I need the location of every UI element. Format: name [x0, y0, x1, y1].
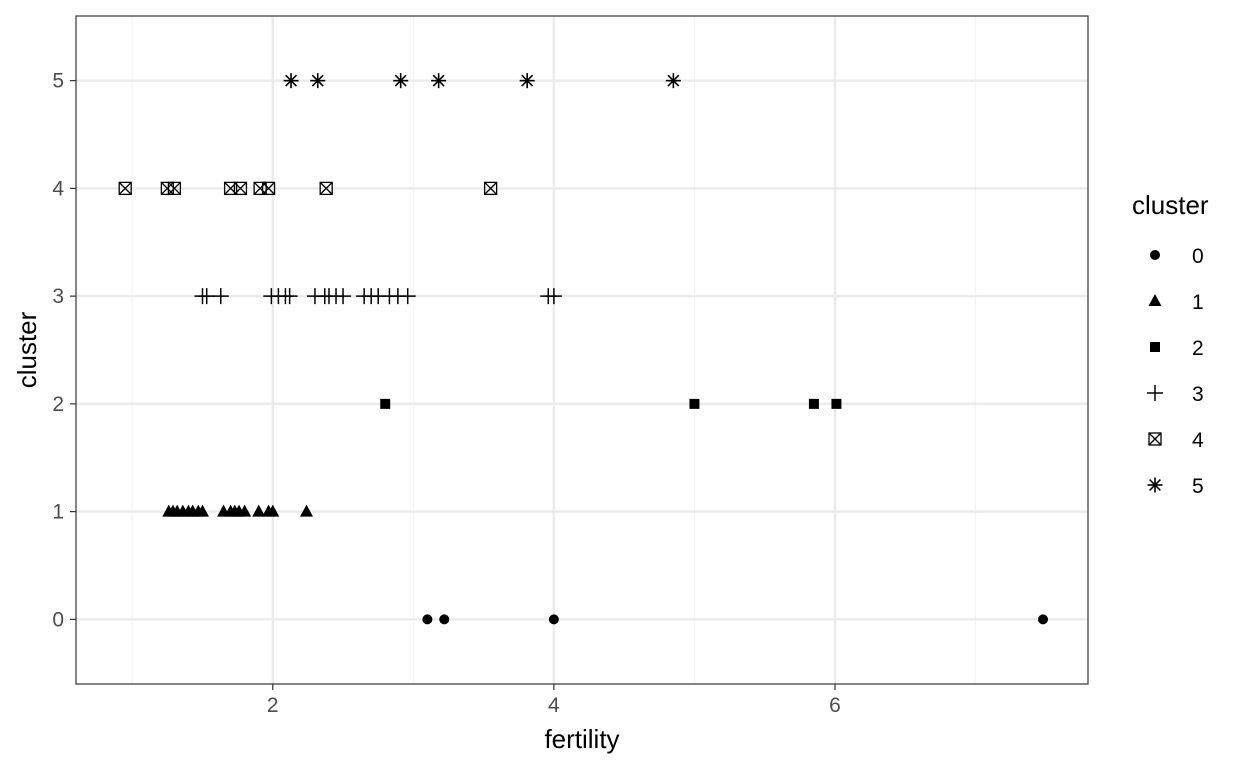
data-point-cluster-3	[545, 288, 562, 305]
data-point-cluster-4	[319, 181, 333, 196]
y-tick-label: 5	[52, 70, 64, 93]
y-tick-label: 3	[52, 285, 64, 308]
legend-label: 4	[1192, 429, 1204, 452]
y-axis-ticks: 0 1 2 3 4 5	[52, 70, 76, 631]
legend-key-3	[1147, 385, 1163, 401]
legend-label: 0	[1192, 245, 1204, 268]
legend-key-0	[1150, 250, 1160, 260]
data-point-cluster-3	[399, 288, 416, 305]
legend-label: 1	[1192, 291, 1204, 314]
y-tick-label: 0	[52, 608, 64, 631]
x-tick-label: 4	[548, 694, 560, 717]
data-point-cluster-3	[281, 288, 298, 305]
legend-key-1	[1148, 294, 1162, 306]
panel-background	[76, 16, 1088, 684]
x-tick-label: 6	[829, 694, 841, 717]
data-point-cluster-1	[252, 504, 266, 517]
x-tick-label: 2	[267, 694, 279, 717]
x-axis-title: fertility	[544, 724, 619, 754]
panel-border	[75, 15, 1089, 685]
data-point-cluster-5	[519, 73, 535, 89]
data-point-cluster-5	[310, 73, 326, 89]
minor-grid	[131, 16, 977, 684]
legend-label: 3	[1192, 383, 1204, 406]
y-axis-title: cluster	[12, 311, 42, 388]
legend-label: 5	[1192, 475, 1204, 498]
y-tick-label: 1	[52, 501, 64, 524]
data-point-cluster-4	[118, 181, 132, 196]
data-point-cluster-0	[439, 614, 450, 625]
legend: cluster 0 1 2 3 4 5	[1132, 190, 1209, 498]
data-point-cluster-0	[422, 614, 433, 625]
data-point-cluster-2	[380, 398, 391, 409]
data-point-cluster-0	[548, 614, 559, 625]
data-point-cluster-5	[393, 73, 409, 89]
legend-title: cluster	[1132, 190, 1209, 220]
data-point-cluster-3	[335, 288, 352, 305]
legend-key-2	[1150, 342, 1160, 352]
data-points	[118, 73, 1049, 625]
legend-key-4	[1148, 432, 1162, 446]
y-tick-label: 2	[52, 393, 64, 416]
data-point-cluster-1	[300, 504, 314, 517]
legend-key-5	[1147, 477, 1163, 493]
data-point-cluster-5	[665, 73, 681, 89]
data-point-cluster-3	[198, 288, 215, 305]
data-point-cluster-1	[266, 504, 280, 517]
major-grid	[76, 16, 1088, 684]
x-axis-ticks: 2 4 6	[267, 684, 841, 717]
data-point-cluster-2	[831, 398, 842, 409]
data-point-cluster-4	[233, 181, 248, 196]
data-point-cluster-4	[167, 181, 182, 196]
data-point-cluster-1	[196, 504, 209, 517]
data-point-cluster-2	[689, 398, 700, 409]
data-point-cluster-0	[1038, 614, 1049, 625]
data-point-cluster-1	[238, 504, 252, 517]
y-tick-label: 4	[52, 177, 64, 200]
data-point-cluster-4	[160, 181, 175, 196]
data-point-cluster-4	[261, 181, 276, 196]
data-point-cluster-3	[212, 288, 229, 305]
data-point-cluster-5	[283, 73, 299, 89]
legend-label: 2	[1192, 337, 1204, 360]
data-point-cluster-2	[808, 398, 819, 409]
data-point-cluster-5	[431, 73, 447, 89]
data-point-cluster-4	[483, 181, 498, 196]
